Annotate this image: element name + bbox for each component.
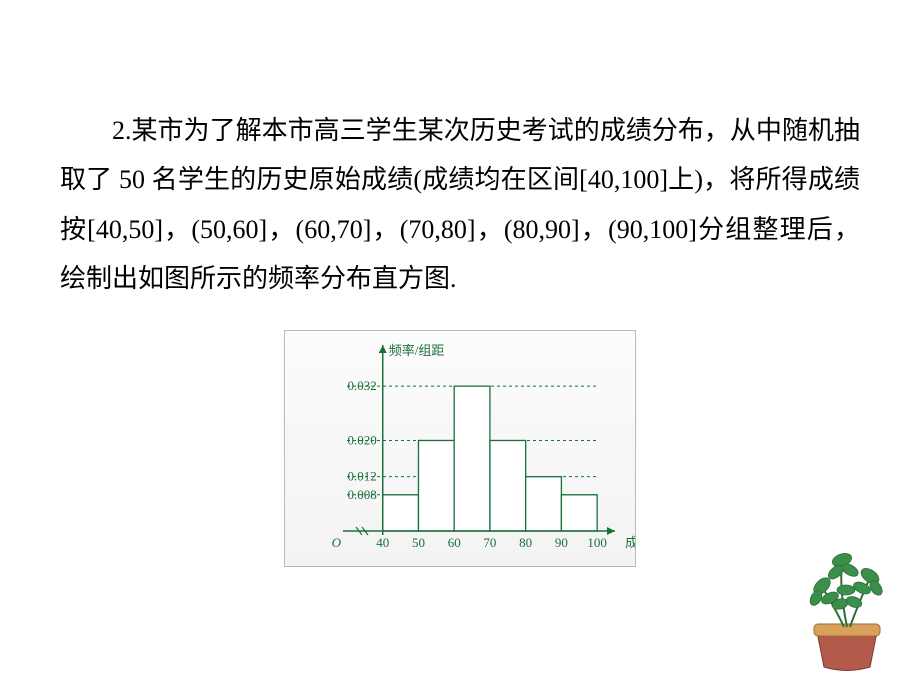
svg-text:0.012: 0.012	[347, 468, 376, 483]
svg-text:50: 50	[412, 535, 425, 550]
svg-text:40: 40	[376, 535, 389, 550]
problem-paragraph: 2.某市为了解本市高三学生某次历史考试的成绩分布，从中随机抽取了 50 名学生的…	[60, 106, 860, 304]
svg-text:O: O	[332, 535, 342, 550]
svg-text:0.032: 0.032	[347, 378, 376, 393]
svg-text:80: 80	[519, 535, 532, 550]
plant-decoration	[792, 532, 902, 672]
svg-text:90: 90	[555, 535, 568, 550]
svg-text:100: 100	[587, 535, 607, 550]
svg-text:0.008: 0.008	[347, 486, 376, 501]
histogram-svg: O 频率/组距 40 50 60 70 80 90 100 成绩(分) 0.008 0.012 0.02…	[285, 331, 635, 561]
plant-icon	[792, 532, 902, 672]
svg-text:70: 70	[483, 535, 496, 550]
chart-container: O 频率/组距 40 50 60 70 80 90 100 成绩(分) 0.008 0.012 0.02…	[60, 330, 860, 567]
svg-text:0.020: 0.020	[347, 432, 376, 447]
svg-text:成绩(分): 成绩(分)	[625, 535, 635, 550]
svg-text:60: 60	[448, 535, 461, 550]
svg-text:频率/组距: 频率/组距	[389, 343, 445, 358]
histogram-chart: O 频率/组距 40 50 60 70 80 90 100 成绩(分) 0.008 0.012 0.02…	[284, 330, 636, 567]
